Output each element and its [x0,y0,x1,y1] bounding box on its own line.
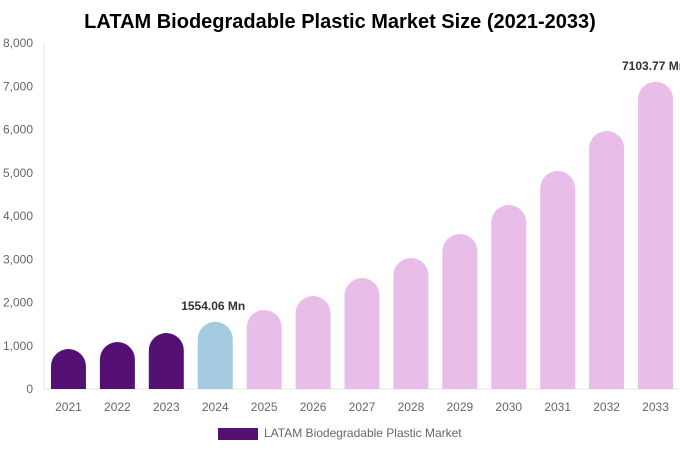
x-tick-label: 2029 [446,400,473,414]
y-tick-label: 0 [26,382,33,396]
x-tick-label: 2023 [153,400,180,414]
bar-2022 [99,341,135,389]
bar-2033 [638,81,674,389]
bar-2031 [540,171,576,389]
x-tick-label: 2027 [349,400,376,414]
y-tick-label: 2,000 [3,296,33,310]
chart-title: LATAM Biodegradable Plastic Market Size … [84,11,596,33]
x-tick-label: 2030 [495,400,522,414]
y-tick-label: 8,000 [3,36,33,50]
y-tick-label: 3,000 [3,252,33,266]
y-tick-label: 1,000 [3,339,33,353]
bar-2030 [491,205,527,389]
x-tick-label: 2032 [593,400,620,414]
y-tick-label: 5,000 [3,166,33,180]
bar-2032 [589,131,625,390]
bar-2024 [197,321,233,389]
y-tick-label: 4,000 [3,209,33,223]
x-tick-label: 2025 [251,400,278,414]
x-tick-label: 2024 [202,400,229,414]
y-tick-label: 6,000 [3,123,33,137]
x-tick-label: 2028 [398,400,425,414]
bar-2029 [442,233,478,389]
bar-2027 [344,278,380,389]
x-tick-label: 2026 [300,400,327,414]
data-label: 7103.77 Mn [622,59,680,73]
legend-swatch [218,428,258,440]
x-tick-label: 2022 [104,400,131,414]
bar-2023 [148,332,184,389]
data-label: 1554.06 Mn [181,299,245,313]
bar-2028 [393,257,429,389]
bar-2026 [295,296,331,389]
x-tick-label: 2031 [544,400,571,414]
legend-label: LATAM Biodegradable Plastic Market [264,426,462,440]
legend: LATAM Biodegradable Plastic Market [218,426,462,440]
x-tick-label: 2021 [55,400,82,414]
x-tick-label: 2033 [642,400,669,414]
y-tick-label: 7,000 [3,79,33,93]
bar-2025 [246,309,282,389]
bar-2021 [50,348,86,389]
